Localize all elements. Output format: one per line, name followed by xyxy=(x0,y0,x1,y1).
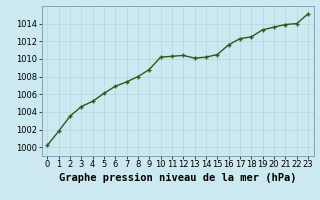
X-axis label: Graphe pression niveau de la mer (hPa): Graphe pression niveau de la mer (hPa) xyxy=(59,173,296,183)
